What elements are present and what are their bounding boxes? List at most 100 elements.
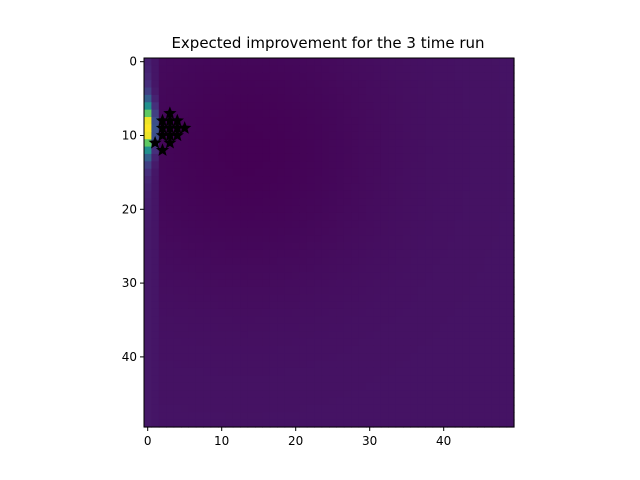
heatmap-cell xyxy=(225,117,234,126)
heatmap-cell xyxy=(506,390,515,399)
heatmap-cell xyxy=(195,227,204,236)
heatmap-cell xyxy=(506,72,515,81)
heatmap-cell xyxy=(499,412,508,421)
heatmap-cell xyxy=(166,412,175,421)
heatmap-cell xyxy=(388,367,397,376)
heatmap-cell xyxy=(188,257,197,266)
heatmap-cell xyxy=(351,205,360,214)
heatmap-cell xyxy=(366,412,374,421)
heatmap-cell xyxy=(343,279,352,288)
heatmap-cell xyxy=(210,58,219,66)
heatmap-cell xyxy=(329,286,337,295)
heatmap-cell xyxy=(425,168,434,177)
heatmap-cell xyxy=(491,404,500,413)
heatmap-cell xyxy=(314,146,323,155)
heatmap-cell xyxy=(240,264,249,273)
heatmap-cell xyxy=(469,382,478,391)
heatmap-cell xyxy=(454,242,463,251)
heatmap-cell xyxy=(166,264,175,273)
heatmap-cell xyxy=(321,205,330,214)
heatmap-cell xyxy=(395,183,404,192)
heatmap-cell xyxy=(262,308,271,317)
heatmap-cell xyxy=(321,58,330,66)
heatmap-cell xyxy=(284,205,293,214)
heatmap-cell xyxy=(144,212,152,221)
heatmap-cell xyxy=(314,124,323,133)
heatmap-cell xyxy=(314,183,323,192)
heatmap-cell xyxy=(277,367,286,376)
heatmap-cell xyxy=(225,353,234,362)
heatmap-cell xyxy=(447,375,456,384)
heatmap-cell xyxy=(181,272,189,280)
heatmap-cell xyxy=(506,301,515,310)
heatmap-cell xyxy=(292,412,300,421)
heatmap-cell xyxy=(247,131,256,140)
heatmap-cell xyxy=(447,390,456,399)
heatmap-cell xyxy=(425,353,434,362)
heatmap-cell xyxy=(232,102,241,111)
heatmap-cell xyxy=(447,345,456,354)
heatmap-cell xyxy=(425,190,434,199)
heatmap-cell xyxy=(314,190,323,199)
heatmap-cell xyxy=(469,94,478,103)
heatmap-cell xyxy=(299,190,308,199)
heatmap-cell xyxy=(210,72,219,81)
heatmap-cell xyxy=(403,65,411,74)
heatmap-cell xyxy=(225,331,234,340)
heatmap-cell xyxy=(499,72,508,81)
heatmap-cell xyxy=(373,205,382,214)
heatmap-cell xyxy=(314,286,323,295)
heatmap-cell xyxy=(151,338,160,347)
heatmap-cell xyxy=(247,345,256,354)
heatmap-cell xyxy=(462,198,471,207)
heatmap-cell xyxy=(388,220,397,229)
heatmap-cell xyxy=(240,375,249,384)
heatmap-cell xyxy=(166,404,175,413)
heatmap-cell xyxy=(358,80,367,89)
heatmap-cell xyxy=(240,419,249,428)
heatmap-cell xyxy=(380,286,389,295)
heatmap-cell xyxy=(388,345,397,354)
heatmap-cell xyxy=(188,301,197,310)
heatmap-cell xyxy=(410,146,419,155)
heatmap-cell xyxy=(440,264,448,273)
heatmap-cell xyxy=(462,390,471,399)
heatmap-cell xyxy=(225,227,234,236)
heatmap-cell xyxy=(417,404,426,413)
heatmap-cell xyxy=(477,205,485,214)
heatmap-cell xyxy=(454,176,463,185)
heatmap-cell xyxy=(173,153,182,162)
heatmap-cell xyxy=(314,161,323,170)
heatmap-cell xyxy=(477,323,485,332)
heatmap-cell xyxy=(144,65,152,74)
heatmap-cell xyxy=(255,176,263,185)
heatmap-cell xyxy=(477,382,485,391)
heatmap-cell xyxy=(366,205,374,214)
heatmap-cell xyxy=(292,183,300,192)
heatmap-cell xyxy=(203,404,212,413)
heatmap-cell xyxy=(380,257,389,266)
heatmap-cell xyxy=(173,235,182,244)
heatmap-cell xyxy=(151,382,160,391)
heatmap-cell xyxy=(240,242,249,251)
heatmap-cell xyxy=(292,279,300,288)
heatmap-cell xyxy=(462,308,471,317)
heatmap-cell xyxy=(225,419,234,428)
heatmap-cell xyxy=(232,235,241,244)
heatmap-cell xyxy=(255,382,263,391)
heatmap-cell xyxy=(469,264,478,273)
heatmap-cell xyxy=(499,338,508,347)
heatmap-cell xyxy=(462,345,471,354)
heatmap-cell xyxy=(351,235,360,244)
star-marker xyxy=(170,128,184,142)
heatmap-cell xyxy=(247,146,256,155)
heatmap-cell xyxy=(440,308,448,317)
heatmap-cell xyxy=(255,360,263,369)
heatmap-cell xyxy=(454,382,463,391)
heatmap-cell xyxy=(151,168,160,177)
heatmap-cell xyxy=(284,279,293,288)
heatmap-cell xyxy=(269,176,278,185)
heatmap-cell xyxy=(506,382,515,391)
heatmap-cell xyxy=(188,146,197,155)
heatmap-cell xyxy=(188,264,197,273)
